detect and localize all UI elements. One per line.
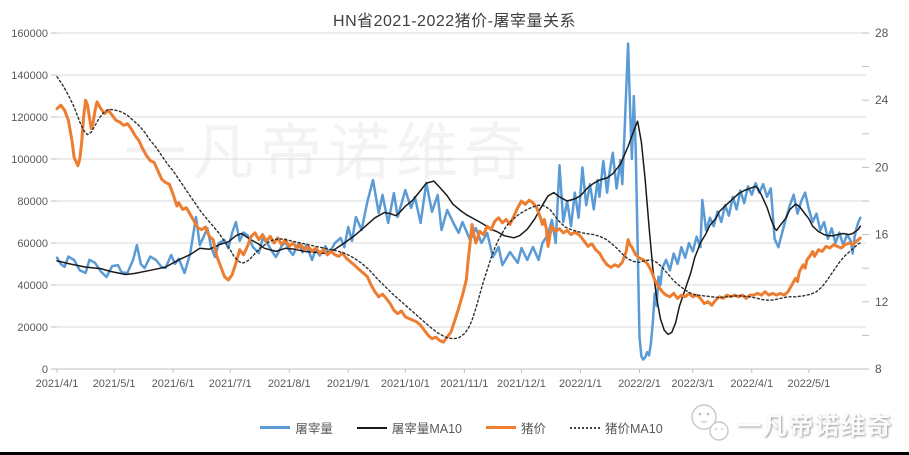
x-axis-tick-label: 2021/5/1 (93, 378, 136, 390)
data-series (55, 42, 862, 361)
legend-line-swatch (356, 426, 387, 429)
left-axis-tick-label: 80000 (17, 196, 48, 208)
x-axis-tick-label: 2021/9/1 (327, 378, 370, 390)
left-axis-tick-label: 0 (42, 364, 48, 376)
legend-label: 猪价MA10 (605, 422, 663, 436)
right-axis-tick-label: 16 (875, 228, 889, 242)
x-axis-tick-label: 2021/8/1 (268, 378, 311, 390)
x-axis-tick-label: 2021/4/1 (36, 378, 79, 390)
left-axis-tick-label: 60000 (17, 238, 48, 250)
series-slaughter (55, 42, 862, 361)
right-axis-tick-label: 20 (875, 160, 889, 174)
chart-legend: 屠宰量 屠宰量MA10 猪价 猪价MA10 (57, 418, 866, 437)
series-price (55, 98, 862, 344)
left-axis-tick-label: 40000 (17, 280, 48, 292)
right-axis-tick-label: 28 (875, 26, 889, 40)
x-axis-tick-label: 2021/10/1 (381, 378, 430, 390)
left-axis-tick-label: 160000 (11, 28, 48, 40)
left-axis-tick-label: 100000 (11, 154, 48, 166)
center-watermark: 一凡帝诺维奇 (124, 119, 533, 188)
axis-tick-labels: 0 20000 40000 60000 80000 100000 120000 140000 1… (11, 26, 888, 390)
brand-badge-label: 一凡帝诺维奇 (737, 412, 893, 440)
x-axis-tick-label: 2022/5/1 (787, 378, 830, 390)
legend-line-swatch (486, 426, 516, 429)
x-axis-tick-label: 2022/2/1 (618, 378, 661, 390)
x-axis-tick-label: 2021/12/1 (497, 378, 546, 390)
x-axis-tick-label: 2022/1/1 (559, 378, 602, 390)
x-axis-tick-label: 2022/4/1 (730, 378, 773, 390)
left-axis-tick-label: 140000 (11, 70, 48, 82)
right-axis-tick-label: 12 (875, 295, 889, 309)
left-axis-tick-label: 20000 (17, 322, 48, 334)
legend-item-price: 猪价 (486, 418, 546, 437)
series-slaughter_ma10 (56, 120, 862, 336)
legend-label: 屠宰量MA10 (391, 422, 462, 436)
legend-item-price_ma10: 猪价MA10 (570, 418, 663, 437)
legend-label: 屠宰量 (295, 422, 333, 436)
left-axis-tick-label: 120000 (11, 112, 48, 124)
legend-line-swatch (570, 426, 601, 429)
brand-badge: 一凡帝诺维奇 (687, 400, 893, 446)
legend-line-swatch (260, 426, 291, 429)
x-axis-tick-label: 2022/3/1 (671, 378, 714, 390)
chart-title: HN省2021-2022猪价-屠宰量关系 (333, 13, 576, 30)
right-axis-tick-label: 24 (875, 93, 889, 107)
chick-bubbles-icon (691, 404, 729, 441)
x-axis-tick-label: 2021/7/1 (209, 378, 252, 390)
legend-item-slaughter: 屠宰量 (260, 418, 333, 437)
x-axis-tick-label: 2021/6/1 (152, 378, 195, 390)
series-price_ma10 (56, 75, 861, 340)
legend-item-slaughter_ma10: 屠宰量MA10 (356, 418, 462, 437)
axis-lines-and-ticks (51, 32, 869, 373)
x-axis-tick-label: 2021/11/1 (440, 378, 488, 390)
right-axis-tick-label: 8 (875, 362, 882, 376)
legend-label: 猪价 (521, 422, 547, 436)
